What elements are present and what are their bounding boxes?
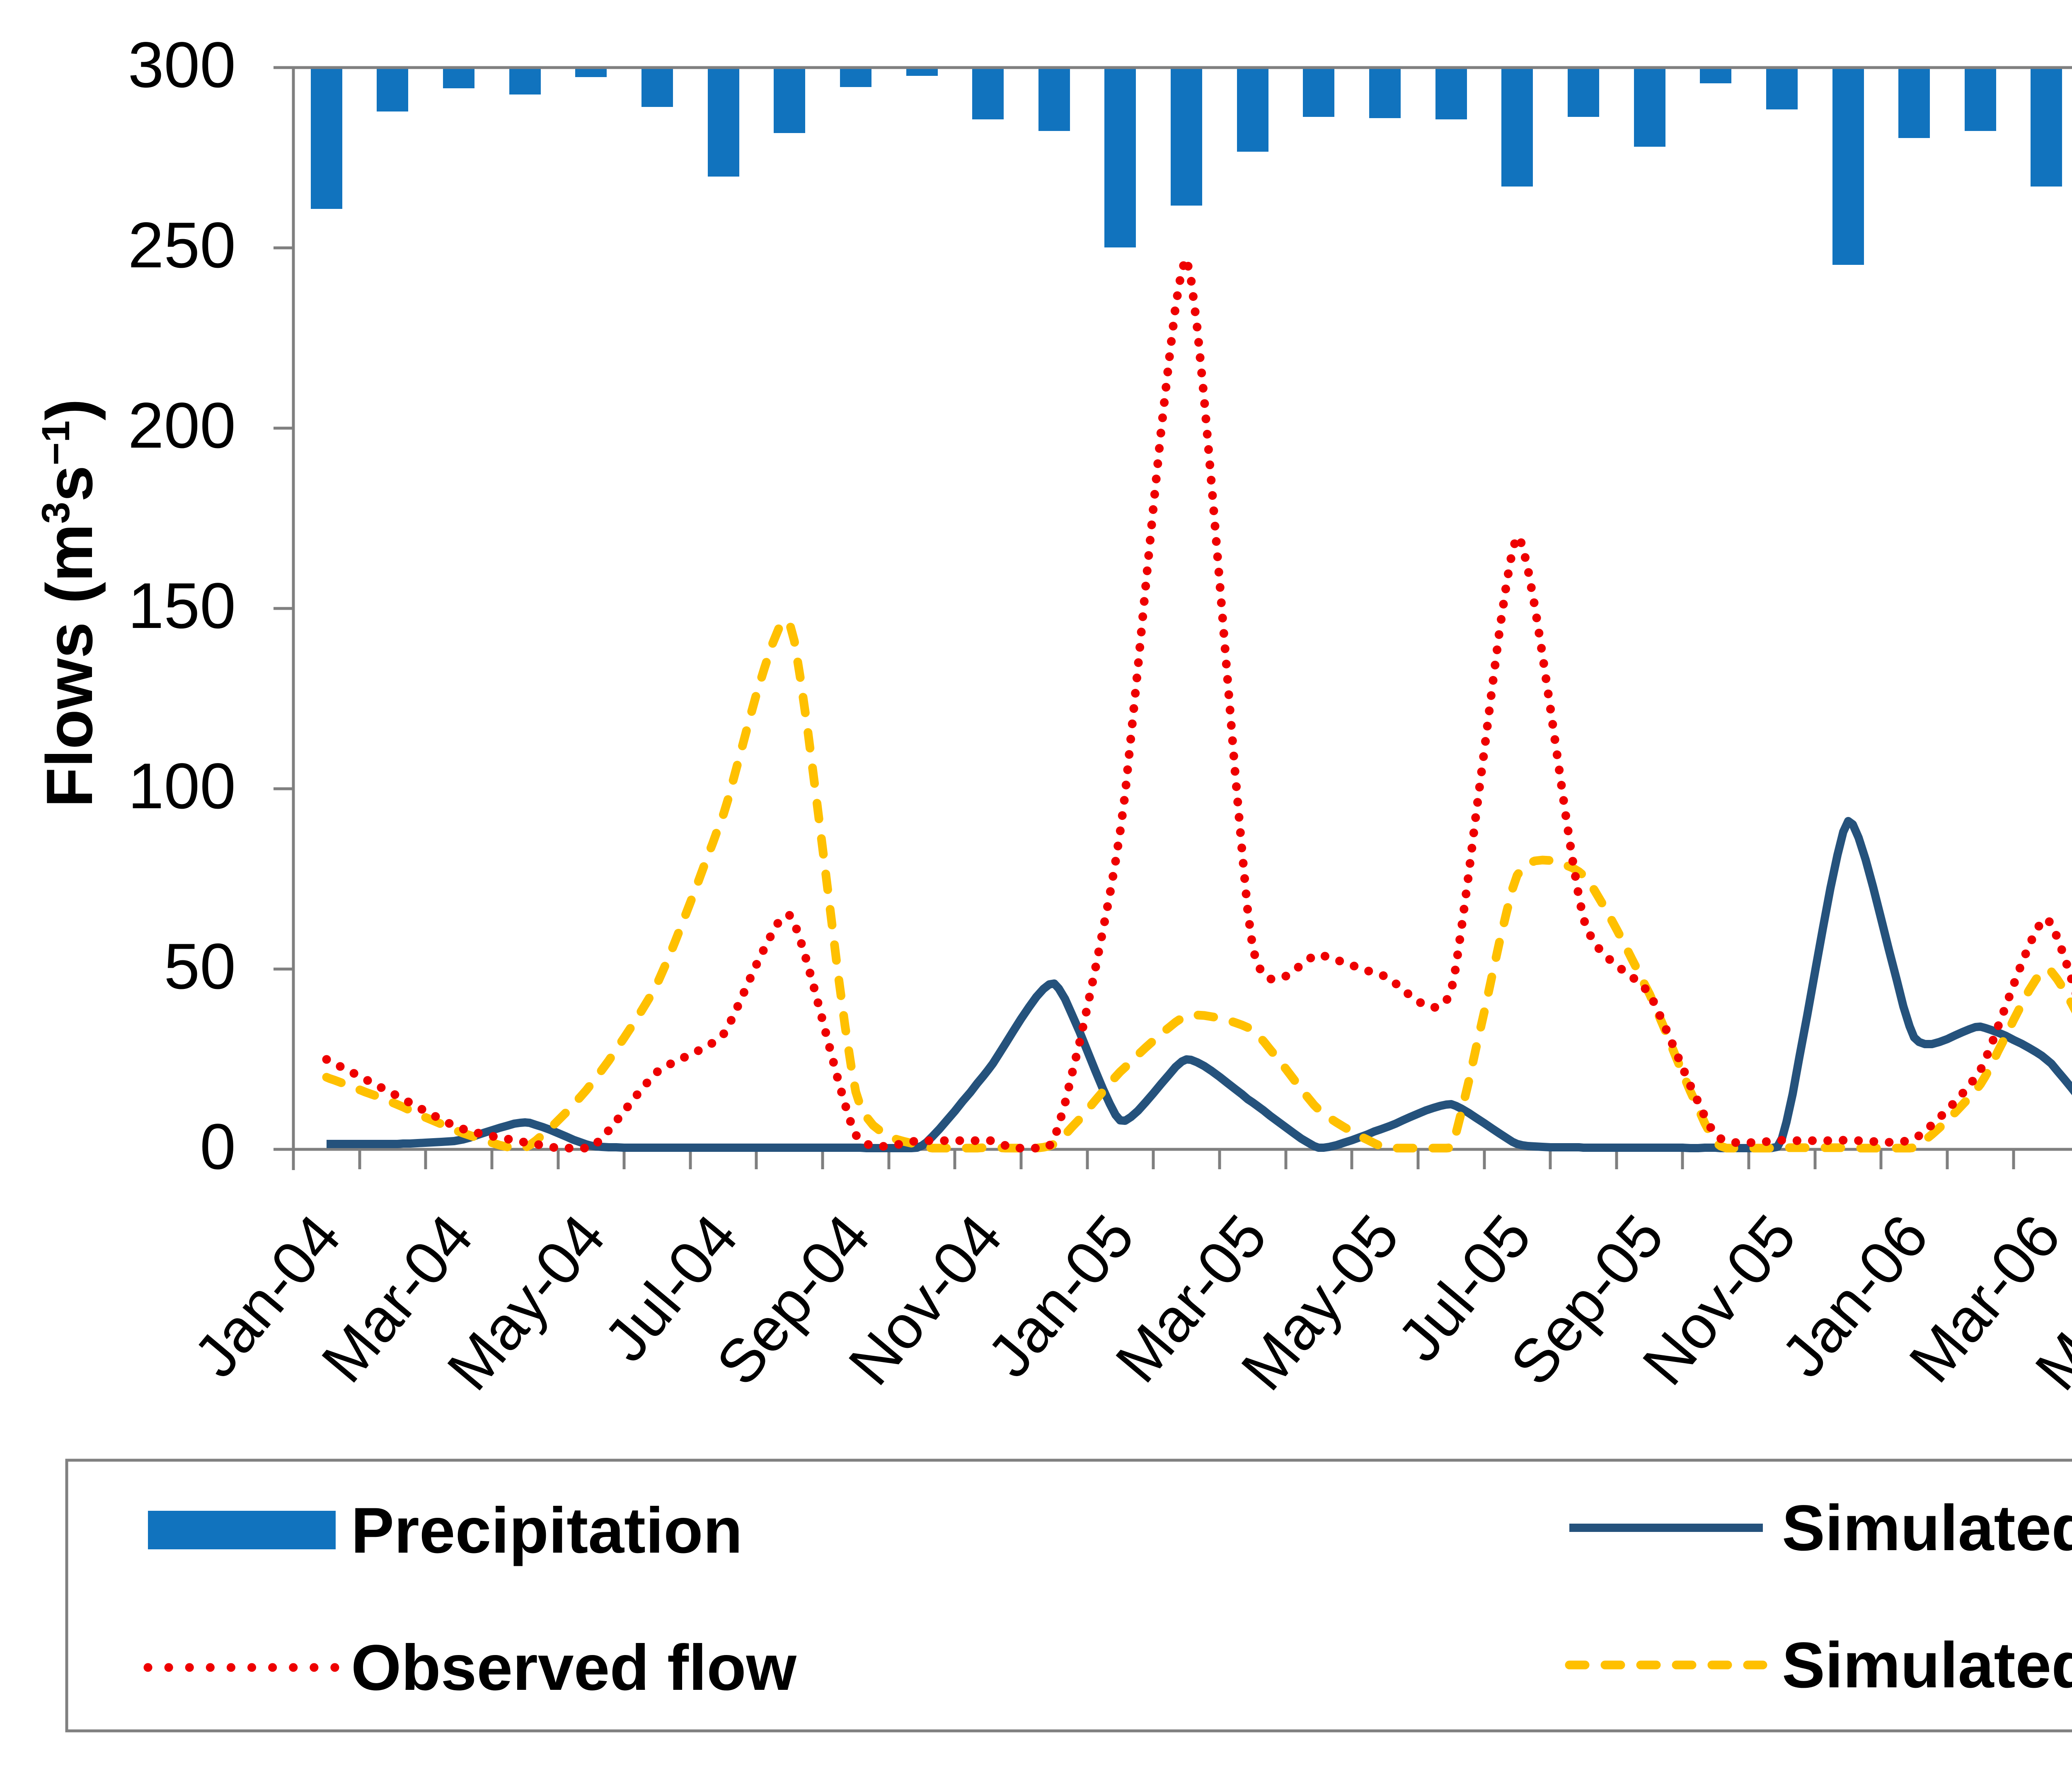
- svg-text:100: 100: [128, 750, 236, 822]
- svg-text:Precipitation: Precipitation: [351, 1495, 743, 1567]
- svg-text:300: 300: [128, 29, 236, 101]
- svg-text:0: 0: [200, 1111, 236, 1183]
- svg-text:Simulated flow using TRMM data: Simulated flow using TRMM data: [1782, 1492, 2072, 1564]
- svg-text:Simulated Flows Using Guage da: Simulated Flows Using Guage data: [1782, 1629, 2072, 1701]
- svg-text:Flows (m3s−1): Flows (m3s−1): [33, 399, 106, 807]
- svg-text:150: 150: [128, 570, 236, 642]
- svg-text:50: 50: [164, 931, 236, 1003]
- svg-text:Observed flow: Observed flow: [351, 1632, 797, 1704]
- svg-text:200: 200: [128, 390, 236, 462]
- svg-text:250: 250: [128, 209, 236, 281]
